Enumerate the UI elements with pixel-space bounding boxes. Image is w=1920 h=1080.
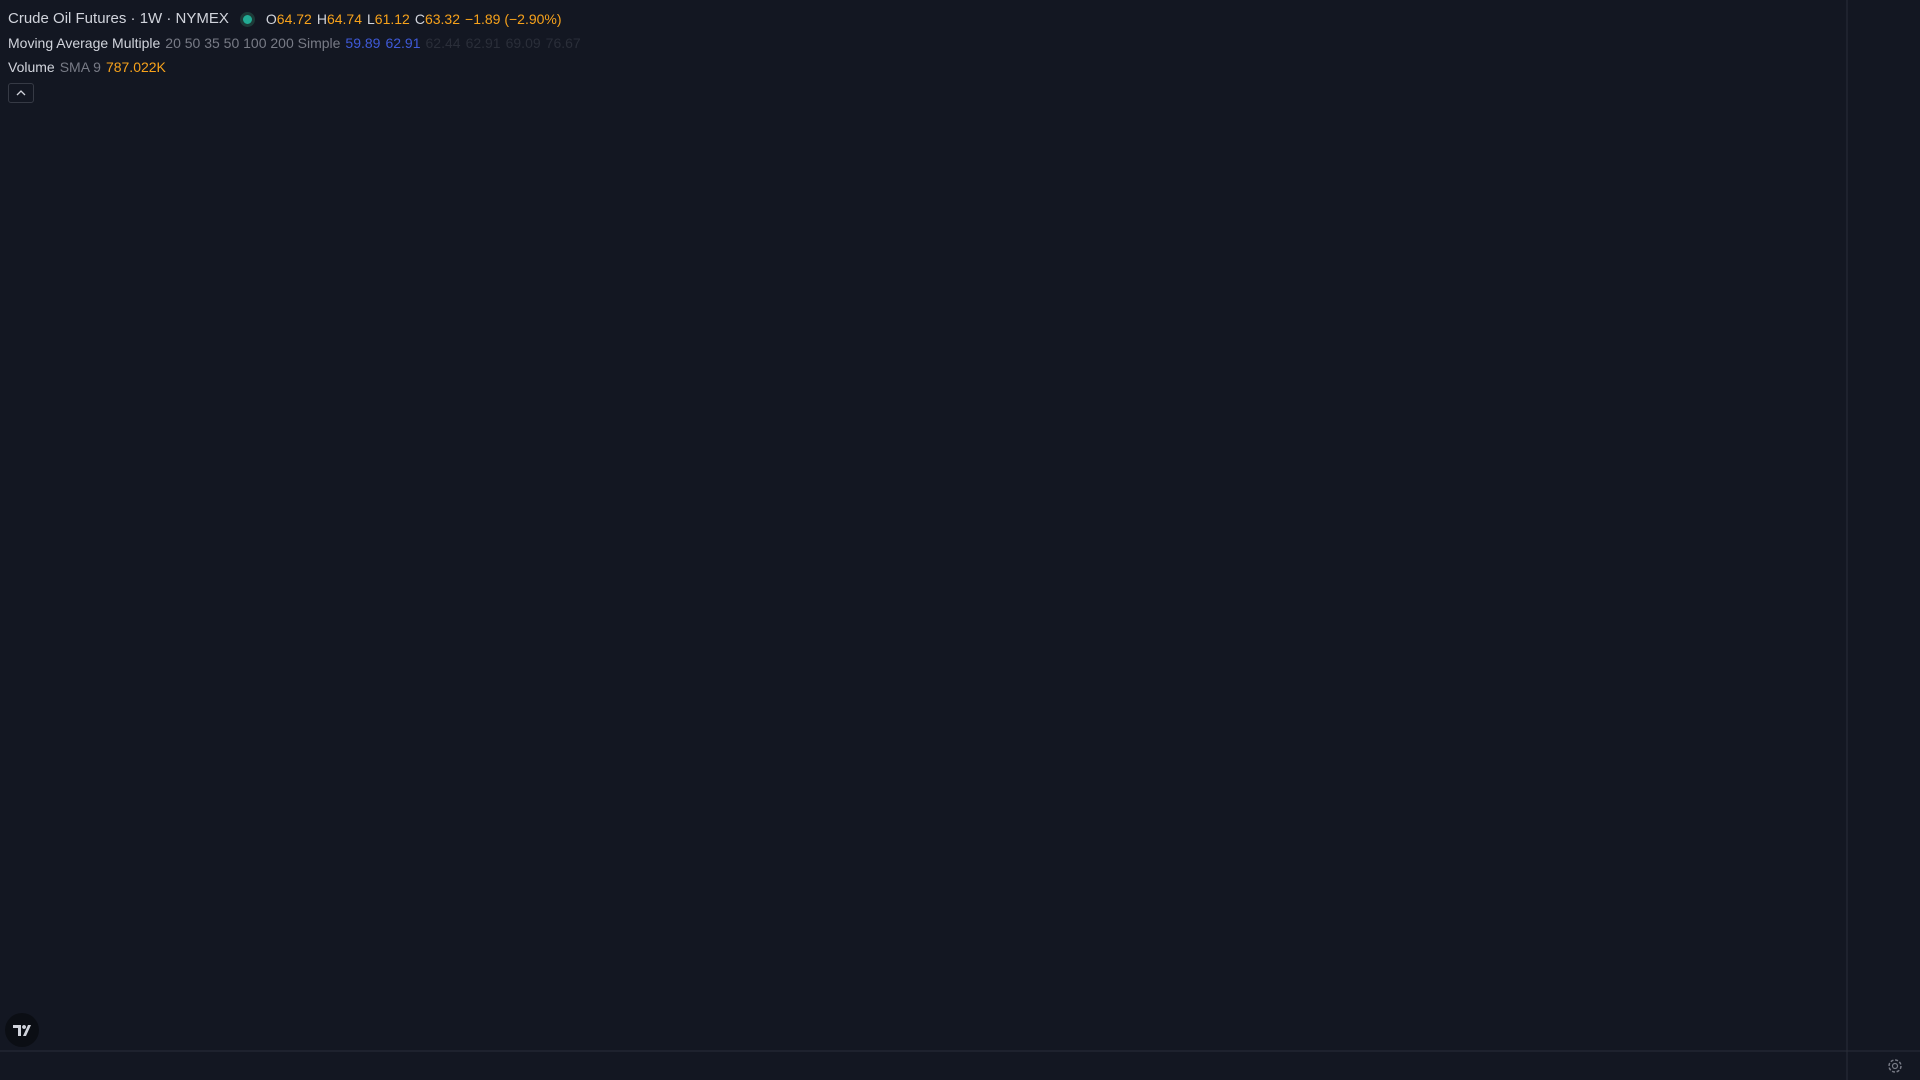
ma-value: 62.91 [385, 35, 421, 51]
volume-params: SMA 9 [59, 59, 101, 75]
ma-title[interactable]: Moving Average Multiple [8, 35, 161, 51]
collapse-button[interactable] [8, 83, 34, 103]
ma-row: Moving Average Multiple 20 50 35 50 100 … [8, 31, 581, 55]
ma-params: 20 50 35 50 100 200 Simple [165, 35, 341, 51]
gear [1888, 1059, 1902, 1073]
symbol-row: Crude Oil Futures · 1W · NYMEX O64.72 H6… [8, 7, 581, 31]
ohlc-low: L61.12 [367, 7, 410, 31]
volume-title[interactable]: Volume [8, 59, 55, 75]
ohlc-close: C63.32 [415, 7, 460, 31]
logo[interactable] [5, 1013, 39, 1047]
ohlc-letter: O [265, 11, 277, 27]
chevron [16, 90, 26, 96]
ohlc-value: 64.74 [326, 11, 362, 27]
logo-mark [13, 1025, 31, 1036]
ma-value: 59.89 [345, 35, 381, 51]
ohlc-value: 61.12 [374, 11, 410, 27]
ma-value: 62.91 [465, 35, 501, 51]
volume-value: 787.022K [105, 59, 166, 75]
ohlc-letter: L [367, 11, 375, 27]
ma-value: 76.67 [545, 35, 581, 51]
volume-row: Volume SMA 9 787.022K [8, 55, 581, 79]
ma-value: 62.44 [425, 35, 461, 51]
ohlc-letter: C [414, 11, 425, 27]
ohlc-value: 63.32 [424, 11, 461, 27]
ohlc-open: O64.72 [266, 7, 312, 31]
logo-circle[interactable] [5, 1013, 39, 1047]
ohlc-high: H64.74 [317, 7, 362, 31]
ohlc-value: 64.72 [276, 11, 312, 27]
gear-hub [1891, 1062, 1899, 1070]
settings-button[interactable] [1888, 1059, 1902, 1073]
market-status [239, 11, 255, 27]
symbol-title[interactable]: Crude Oil Futures · 1W · NYMEX [8, 10, 229, 27]
legend: Crude Oil Futures · 1W · NYMEX O64.72 H6… [8, 7, 581, 103]
ma-value: 69.09 [505, 35, 541, 51]
ohlc-letter: H [316, 11, 327, 27]
change: −1.89 (−2.90%) [465, 11, 562, 27]
